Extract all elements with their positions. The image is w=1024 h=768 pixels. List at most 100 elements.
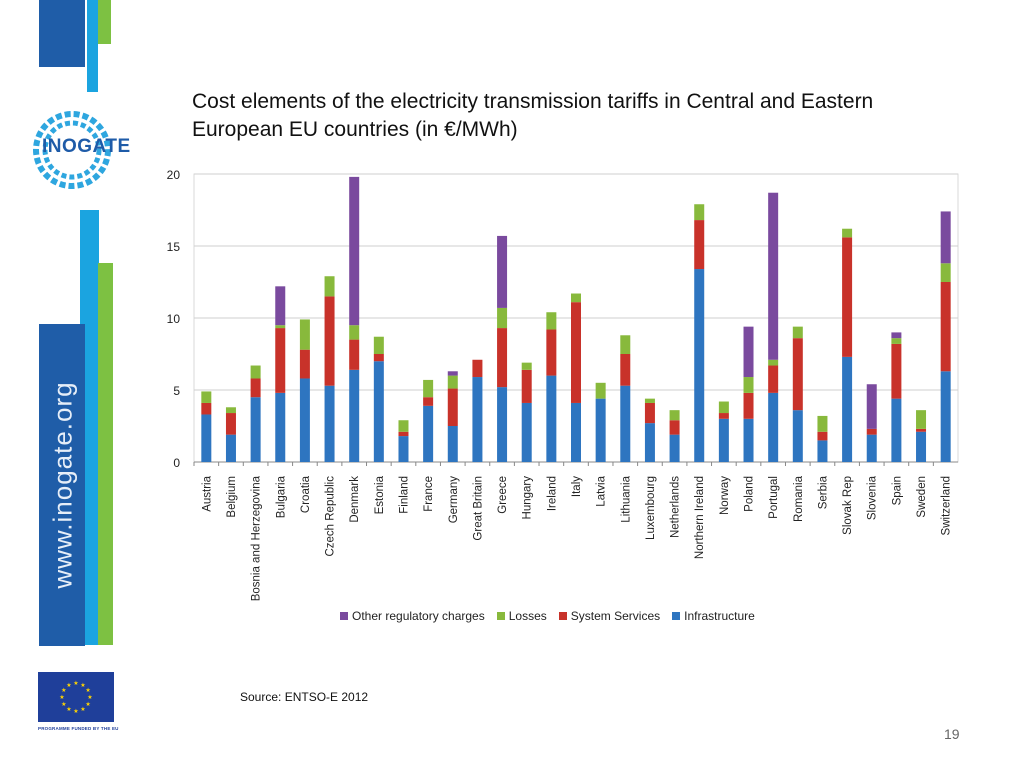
bar-segment — [225, 434, 236, 462]
bar-segment — [842, 228, 853, 238]
bar-segment — [916, 431, 927, 462]
bar-segment — [620, 354, 631, 386]
eu-star: ★ — [85, 687, 90, 694]
bar-segment — [571, 302, 581, 403]
bar-segment — [546, 375, 557, 462]
bar-segment — [447, 426, 458, 462]
bar-segment — [891, 332, 902, 339]
bar-segment — [373, 354, 384, 362]
bar-segment — [768, 192, 779, 360]
legend-label: Infrastructure — [684, 609, 755, 623]
bar-segment — [497, 328, 508, 388]
x-tick-label: Estonia — [374, 475, 386, 514]
legend-item: Losses — [496, 609, 547, 623]
strip-green-top — [98, 0, 111, 44]
legend-swatch — [558, 612, 567, 620]
y-tick-label: 5 — [173, 384, 180, 398]
bar-segment — [349, 369, 360, 462]
bar-segment — [324, 385, 335, 462]
bar-segment — [891, 338, 902, 344]
slide-title: Cost elements of the electricity transmi… — [192, 90, 874, 141]
bar-segment — [275, 286, 286, 326]
bar-segment — [447, 388, 458, 426]
legend-swatch — [340, 612, 348, 620]
x-tick-label: Bulgaria — [275, 475, 287, 518]
bar-segment — [546, 312, 557, 330]
bar-segment — [299, 319, 310, 350]
x-tick-label: Germany — [448, 476, 460, 524]
bar-segment — [595, 398, 606, 462]
bar-segment — [694, 204, 705, 221]
bar-segment — [768, 359, 779, 366]
source-note: Source: ENTSO-E 2012 — [240, 690, 369, 704]
bar-segment — [743, 326, 754, 378]
x-tick-label: Czech Republic — [325, 476, 337, 557]
x-tick-label: Belgium — [226, 476, 238, 518]
eu-star: ★ — [59, 694, 64, 701]
bar-segment — [891, 398, 902, 462]
bar-segment — [694, 269, 705, 462]
x-tick-label: Netherlands — [670, 476, 682, 538]
legend-label: Losses — [508, 609, 547, 623]
bar-segment — [349, 176, 360, 326]
bar-segment — [817, 431, 828, 441]
bar-segment — [743, 418, 754, 462]
bar-segment — [472, 377, 483, 462]
bar-segment — [768, 365, 779, 393]
bar-segment — [201, 402, 212, 415]
legend-item: System Services — [558, 609, 660, 623]
bar-segment — [571, 402, 581, 462]
x-tick-label: Serbia — [817, 475, 829, 509]
bar-segment — [866, 384, 877, 429]
y-tick-label: 20 — [167, 168, 181, 182]
bar-segment — [423, 379, 434, 398]
bar-segment — [817, 415, 828, 432]
x-tick-label: Austria — [201, 475, 213, 511]
bar-segment — [373, 361, 384, 462]
bar-segment — [275, 325, 286, 329]
bar-segment — [497, 307, 508, 329]
bar-segment — [718, 413, 729, 419]
x-tick-label: Slovak Rep — [842, 476, 854, 535]
inogate-logo — [33, 111, 111, 189]
x-tick-label: Hungary — [522, 476, 534, 520]
bar-segment — [940, 211, 951, 264]
bar-segment — [718, 401, 729, 414]
bar-segment — [472, 359, 483, 378]
bar-segment — [644, 423, 655, 462]
bar-segment — [497, 235, 508, 308]
bar-segment — [644, 398, 655, 403]
logo-text: INOGATE — [42, 136, 131, 157]
bar-segment — [225, 407, 236, 414]
bar-segment — [521, 362, 532, 370]
bar-segment — [866, 434, 877, 462]
bar-segment — [275, 392, 286, 462]
bar-segment — [792, 326, 803, 339]
x-tick-label: Finland — [398, 476, 410, 514]
eu-star: ★ — [66, 682, 71, 689]
bar-segment — [250, 397, 261, 462]
bar-segment — [669, 420, 680, 435]
vertical-url-text: www.inogate.org — [47, 381, 78, 589]
bar-segment — [817, 440, 828, 462]
bar-segment — [201, 391, 212, 403]
chart-legend: Other regulatory charges Losses System Ser… — [340, 606, 755, 626]
bar-segment — [423, 397, 434, 406]
x-tick-label: Switzerland — [941, 476, 953, 535]
bar-segment — [595, 382, 606, 399]
x-tick-label: Greece — [497, 476, 509, 514]
eu-star: ★ — [61, 701, 66, 708]
strip-dark-blue-bottom — [39, 324, 85, 646]
bar-segment — [743, 392, 754, 419]
bar-segment — [792, 338, 803, 411]
x-tick-label: Great Britain — [472, 476, 484, 541]
bar-segment — [521, 402, 532, 462]
strip-green-mid — [98, 263, 113, 645]
bar-segment — [275, 328, 286, 393]
bar-segment — [842, 237, 853, 357]
bar-segment — [940, 282, 951, 372]
bar-segment — [324, 276, 335, 297]
bar-segment — [916, 410, 927, 429]
x-tick-label: Ireland — [546, 476, 558, 511]
bar-segment — [324, 296, 335, 386]
